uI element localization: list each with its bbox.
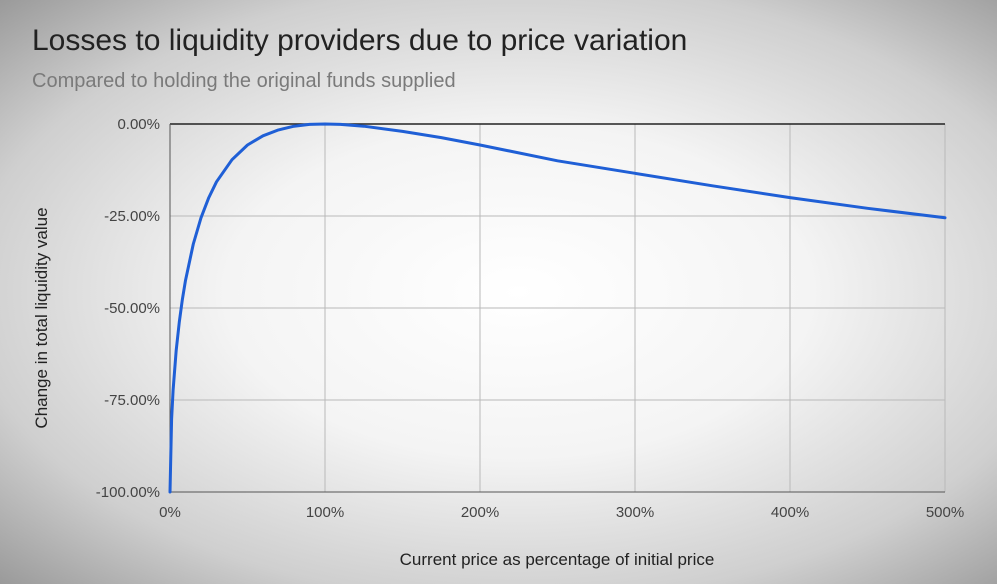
series-lines [168, 122, 947, 494]
x-tick-label: 500% [926, 504, 964, 521]
x-tick-label: 400% [771, 504, 809, 521]
y-tick-label: 0.00% [117, 116, 160, 133]
x-axis-label: Current price as percentage of initial p… [400, 550, 715, 569]
y-tick-label: -75.00% [104, 392, 160, 409]
grid-lines [170, 124, 946, 492]
chart-subtitle: Compared to holding the original funds s… [32, 70, 456, 92]
series-line [168, 122, 947, 494]
y-tick-label: -100.00% [96, 484, 160, 501]
y-tick-label: -25.00% [104, 208, 160, 225]
chart-title: Losses to liquidity providers due to pri… [32, 24, 688, 57]
x-tick-label: 100% [306, 504, 344, 521]
y-tick-label: -50.00% [104, 300, 160, 317]
x-tick-label: 0% [159, 504, 181, 521]
y-axis-label: Change in total liquidity value [32, 207, 51, 428]
tick-labels: 0% 100% 200% 300% 400% 500% 0.00% -25.00% -50.00… [96, 116, 964, 521]
x-tick-label: 300% [616, 504, 654, 521]
x-tick-label: 200% [461, 504, 499, 521]
